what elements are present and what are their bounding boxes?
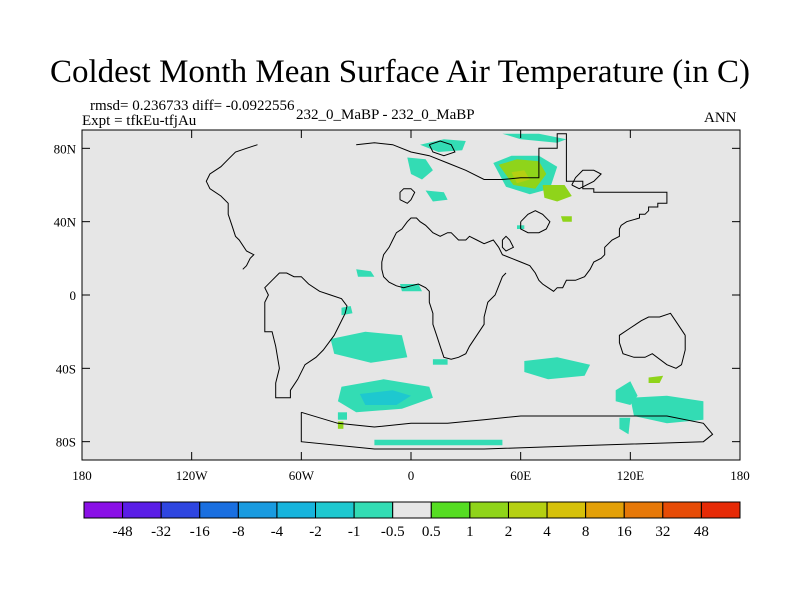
anomaly-region bbox=[560, 216, 572, 222]
colorbar-label: 4 bbox=[543, 524, 551, 540]
x-tick-label: 60W bbox=[289, 468, 315, 483]
experiment-label: Expt = tfkEu-tfjAu bbox=[82, 113, 197, 129]
anomaly-region bbox=[356, 269, 375, 277]
coastline bbox=[520, 210, 551, 234]
colorbar-swatch bbox=[315, 501, 355, 519]
coastline bbox=[399, 188, 416, 204]
anomaly-region bbox=[407, 157, 433, 180]
colorbar-label: 48 bbox=[694, 524, 709, 540]
x-tick-label: 120W bbox=[176, 468, 209, 483]
colorbar-swatch bbox=[507, 501, 548, 519]
chart-title: Coldest Month Mean Surface Air Temperatu… bbox=[50, 54, 750, 90]
coastline bbox=[428, 140, 456, 157]
colorbar-label: -48 bbox=[113, 524, 133, 540]
anomaly-region bbox=[400, 284, 422, 292]
x-tick-label: 60E bbox=[510, 468, 531, 483]
anomaly-region bbox=[619, 417, 631, 435]
colorbar-swatch bbox=[122, 501, 162, 519]
anomaly-region bbox=[524, 357, 591, 380]
y-tick-label: 80S bbox=[56, 435, 76, 450]
colorbar-swatch bbox=[237, 501, 278, 519]
colorbar-label: 1 bbox=[466, 524, 474, 540]
anomaly-region bbox=[337, 421, 344, 429]
colorbar-label: -2 bbox=[309, 524, 322, 540]
x-tick-label: 0 bbox=[408, 468, 415, 483]
y-tick-label: 0 bbox=[70, 288, 77, 303]
colorbar-swatch bbox=[160, 501, 201, 519]
anomaly-region bbox=[374, 439, 503, 446]
colorbar-label: -0.5 bbox=[381, 524, 405, 540]
stats-label: rmsd= 0.236733 diff= -0.0922556 bbox=[90, 98, 295, 114]
colorbar-swatch bbox=[392, 501, 432, 519]
anomaly-region bbox=[648, 375, 664, 383]
colorbar-label: 0.5 bbox=[422, 524, 441, 540]
coastline bbox=[356, 133, 668, 360]
coastline bbox=[264, 272, 348, 399]
colorbar-label: 2 bbox=[505, 524, 513, 540]
season-label: ANN bbox=[704, 110, 737, 126]
colorbar-label: -1 bbox=[348, 524, 361, 540]
y-tick-label: 80N bbox=[54, 141, 77, 156]
coastline bbox=[571, 169, 602, 190]
colorbar-swatch bbox=[662, 501, 702, 519]
colorbar-label: -4 bbox=[271, 524, 284, 540]
x-tick-label: 180 bbox=[730, 468, 750, 483]
colorbar-swatch bbox=[700, 501, 741, 519]
colorbar-label: -8 bbox=[232, 524, 245, 540]
colorbar-swatch bbox=[585, 501, 625, 519]
colorbar-swatch bbox=[353, 501, 394, 519]
coastline bbox=[300, 411, 714, 450]
anomaly-region bbox=[337, 412, 347, 420]
anomaly-region bbox=[330, 331, 408, 363]
colorbar-swatch bbox=[623, 501, 664, 519]
anomaly-region bbox=[425, 190, 448, 202]
x-tick-label: 180 bbox=[72, 468, 92, 483]
coastline bbox=[205, 144, 258, 270]
colorbar-swatch bbox=[430, 501, 471, 519]
anomaly-region bbox=[502, 133, 567, 143]
colorbar-swatch bbox=[469, 501, 509, 519]
colorbar-swatch bbox=[546, 501, 587, 519]
colorbar-swatch bbox=[83, 501, 124, 519]
anomaly-region bbox=[359, 390, 411, 405]
colorbar-label: 16 bbox=[617, 524, 633, 540]
anomaly-region bbox=[511, 170, 530, 184]
colorbar-label: -16 bbox=[190, 524, 210, 540]
x-tick-label: 120E bbox=[617, 468, 645, 483]
anomaly-region bbox=[341, 306, 353, 316]
anomaly-region bbox=[432, 359, 448, 365]
colorbar-label: 32 bbox=[655, 524, 670, 540]
colorbar-swatch bbox=[199, 501, 239, 519]
comparison-label: 232_0_MaBP - 232_0_MaBP bbox=[296, 107, 475, 123]
anomaly-region bbox=[542, 185, 572, 202]
coastline bbox=[618, 312, 686, 369]
colorbar-label: 8 bbox=[582, 524, 590, 540]
colorbar-label: -32 bbox=[151, 524, 171, 540]
y-tick-label: 40S bbox=[56, 361, 76, 376]
y-tick-label: 40N bbox=[54, 215, 77, 230]
colorbar-swatch bbox=[276, 501, 317, 519]
coastline bbox=[501, 235, 515, 252]
